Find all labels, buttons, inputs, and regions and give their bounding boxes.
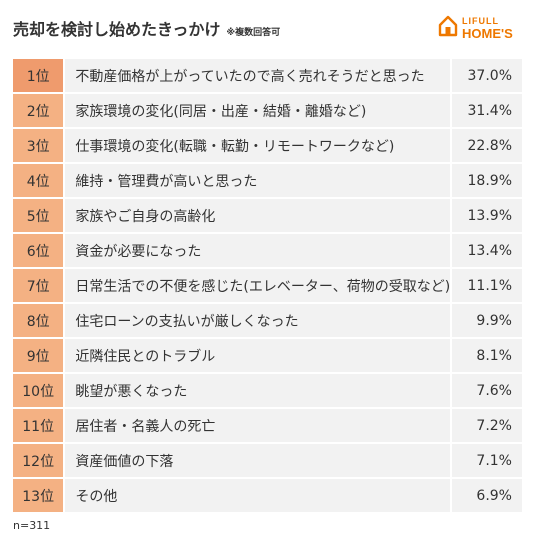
label-cell: 近隣住民とのトラブル [64,337,453,374]
table-row: 3位 仕事環境の変化(転職・転勤・リモートワークなど) 22.8% [13,127,522,164]
ranking-table-body: 1位 不動産価格が上がっていたので高く売れそうだと思った 37.0% 2位 家族環境の変… [13,57,522,514]
rank-cell: 13位 [13,477,66,514]
value-cell: 7.1% [451,442,522,479]
label-cell: その他 [64,477,453,514]
rank-cell: 9位 [13,337,66,374]
rank-cell: 5位 [13,197,66,234]
table-row: 4位 維持・管理費が高いと思った 18.9% [13,162,522,199]
value-cell: 13.9% [451,197,522,234]
rank-cell: 4位 [13,162,66,199]
table-row: 10位 眺望が悪くなった 7.6% [13,372,522,409]
label-cell: 住宅ローンの支払いが厳しくなった [64,302,453,339]
table-row: 8位 住宅ローンの支払いが厳しくなった 9.9% [13,302,522,339]
value-cell: 18.9% [451,162,522,199]
table-row: 11位 居住者・名義人の死亡 7.2% [13,407,522,444]
value-cell: 9.9% [451,302,522,339]
rank-cell: 2位 [13,92,66,129]
logo-line2: HOME'S [462,26,513,41]
label-cell: 資産価値の下落 [64,442,453,479]
rank-cell: 3位 [13,127,66,164]
table-row: 7位 日常生活での不便を感じた(エレベーター、荷物の受取など) 11.1% [13,267,522,304]
value-cell: 11.1% [451,267,522,304]
value-cell: 13.4% [451,232,522,269]
brand-logo: LIFULL HOME'S [438,15,526,41]
table-row: 5位 家族やご自身の高齢化 13.9% [13,197,522,234]
chart-subtitle: ※複数回答可 [226,28,281,38]
rank-cell: 11位 [13,407,66,444]
value-cell: 7.6% [451,372,522,409]
table-row: 13位 その他 6.9% [13,477,522,514]
label-cell: 家族やご自身の高齢化 [64,197,453,234]
value-cell: 7.2% [451,407,522,444]
logo-line1: LIFULL [462,16,499,26]
rank-cell: 6位 [13,232,66,269]
sample-size-note: n=311 [13,519,51,532]
table-row: 9位 近隣住民とのトラブル 8.1% [13,337,522,374]
value-cell: 22.8% [451,127,522,164]
table-row: 1位 不動産価格が上がっていたので高く売れそうだと思った 37.0% [13,57,522,94]
table-row: 6位 資金が必要になった 13.4% [13,232,522,269]
rank-cell: 10位 [13,372,66,409]
label-cell: 維持・管理費が高いと思った [64,162,453,199]
label-cell: 家族環境の変化(同居・出産・結婚・離婚など) [64,92,453,129]
label-cell: 仕事環境の変化(転職・転勤・リモートワークなど) [64,127,453,164]
rank-cell: 7位 [13,267,66,304]
table-row: 12位 資産価値の下落 7.1% [13,442,522,479]
chart-title: 売却を検討し始めたきっかけ ※複数回答可 [13,16,280,40]
table-row: 2位 家族環境の変化(同居・出産・結婚・離婚など) 31.4% [13,92,522,129]
label-cell: 日常生活での不便を感じた(エレベーター、荷物の受取など) [64,267,453,304]
label-cell: 資金が必要になった [64,232,453,269]
rank-cell: 1位 [13,57,66,94]
label-cell: 眺望が悪くなった [64,372,453,409]
value-cell: 37.0% [451,57,522,94]
rank-cell: 12位 [13,442,66,479]
value-cell: 31.4% [451,92,522,129]
value-cell: 8.1% [451,337,522,374]
rank-cell: 8位 [13,302,66,339]
ranking-table: 1位 不動産価格が上がっていたので高く売れそうだと思った 37.0% 2位 家族環境の変… [13,57,522,514]
label-cell: 居住者・名義人の死亡 [64,407,453,444]
label-cell: 不動産価格が上がっていたので高く売れそうだと思った [64,57,453,94]
value-cell: 6.9% [451,477,522,514]
chart-title-text: 売却を検討し始めたきっかけ [13,20,221,39]
house-icon [438,15,458,37]
